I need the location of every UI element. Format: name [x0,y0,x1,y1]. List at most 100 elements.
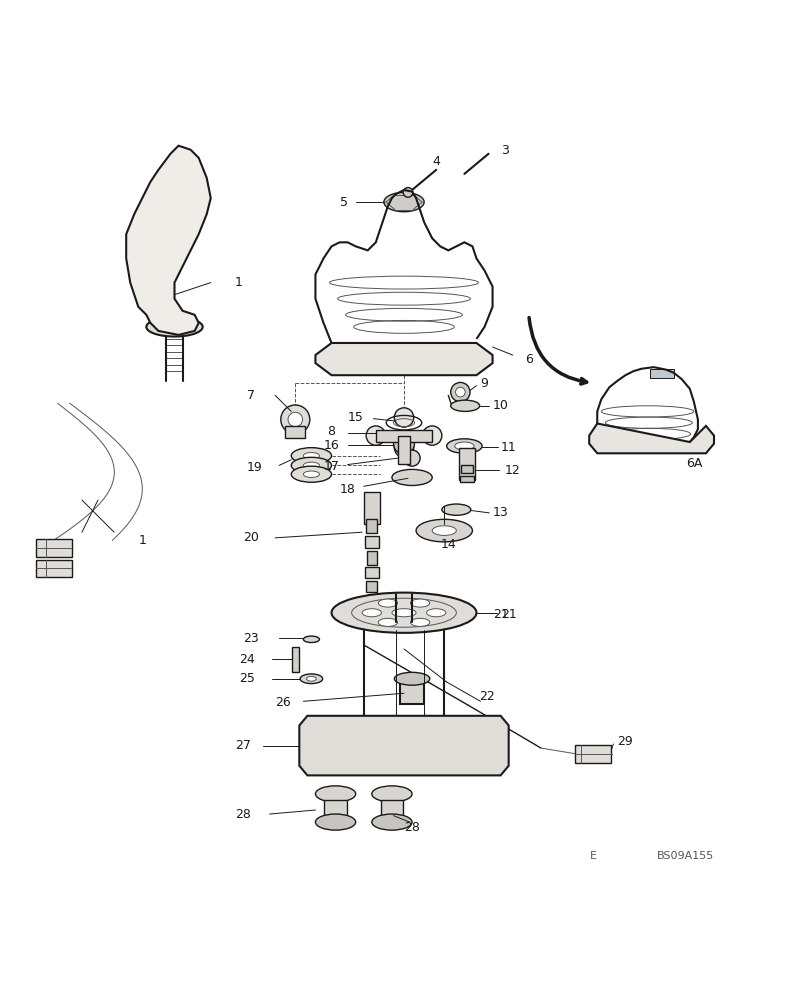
Circle shape [281,405,309,434]
Circle shape [600,440,611,452]
Text: 14: 14 [440,538,457,551]
Circle shape [394,408,414,427]
Bar [460,476,474,482]
Text: 20: 20 [243,531,259,544]
Polygon shape [299,716,509,775]
Bar [398,436,410,464]
Ellipse shape [384,192,424,212]
Text: 7: 7 [247,389,255,402]
Circle shape [288,412,302,427]
Text: 3: 3 [501,144,508,157]
Ellipse shape [455,442,474,450]
Circle shape [404,450,420,466]
Bar [169,214,188,238]
Text: 22: 22 [479,690,494,703]
Text: 12: 12 [505,464,520,477]
Bar [364,492,380,524]
Circle shape [333,361,346,374]
Ellipse shape [362,609,381,617]
Ellipse shape [392,609,416,617]
Ellipse shape [378,618,398,626]
Text: 4: 4 [432,155,440,168]
Ellipse shape [410,618,430,626]
Text: 17: 17 [323,460,339,473]
Bar [650,369,674,378]
Text: 21: 21 [493,608,508,621]
Ellipse shape [378,599,398,607]
Text: 25: 25 [239,672,255,685]
Bar [364,567,379,578]
Bar [575,745,612,763]
Ellipse shape [410,733,446,746]
Bar [461,465,473,473]
Ellipse shape [303,462,319,469]
Ellipse shape [331,593,477,633]
Circle shape [462,361,475,374]
Bar [376,430,432,442]
Text: 13: 13 [493,506,508,519]
Text: 21: 21 [501,608,516,621]
Polygon shape [315,343,493,375]
Ellipse shape [303,471,319,477]
Ellipse shape [291,457,331,473]
Bar [364,536,379,548]
Ellipse shape [410,744,446,757]
Ellipse shape [315,814,356,830]
Ellipse shape [303,452,319,459]
Ellipse shape [146,317,203,337]
Text: E: E [591,851,597,861]
Ellipse shape [291,448,331,464]
Ellipse shape [303,636,319,643]
Ellipse shape [322,738,357,751]
Bar [381,800,403,820]
Text: 29: 29 [617,735,633,748]
Text: 19: 19 [247,461,263,474]
Text: 1: 1 [138,534,146,547]
Text: 5: 5 [339,196,347,209]
Text: 9: 9 [481,377,489,390]
Circle shape [317,716,330,729]
Bar [36,560,72,577]
Ellipse shape [372,786,412,802]
Bar [324,800,347,820]
Ellipse shape [392,469,432,486]
Circle shape [333,345,346,357]
Text: 1: 1 [235,276,243,289]
Ellipse shape [442,504,471,515]
Circle shape [456,387,465,397]
Text: 28: 28 [235,808,251,821]
Text: 23: 23 [243,632,259,645]
Ellipse shape [447,439,482,453]
Ellipse shape [300,674,322,684]
Ellipse shape [362,744,398,757]
Circle shape [692,440,704,452]
Polygon shape [589,424,714,453]
Text: 6A: 6A [686,457,702,470]
Circle shape [400,440,408,448]
Circle shape [462,345,475,357]
Ellipse shape [427,609,446,617]
Circle shape [478,763,491,775]
Text: BS09A155: BS09A155 [657,851,714,861]
Bar [366,519,377,533]
Text: 15: 15 [347,411,364,424]
Ellipse shape [372,814,412,830]
Bar [400,680,424,704]
Text: 11: 11 [501,441,516,454]
Circle shape [403,188,413,197]
Ellipse shape [416,519,473,542]
Text: 24: 24 [239,653,255,666]
Ellipse shape [451,400,480,411]
Ellipse shape [291,466,331,482]
Text: 18: 18 [339,483,356,496]
Text: 26: 26 [276,696,291,709]
Circle shape [317,763,330,775]
Circle shape [478,716,491,729]
Ellipse shape [432,526,457,535]
Ellipse shape [410,599,430,607]
Ellipse shape [362,733,398,746]
Bar [459,448,475,480]
Ellipse shape [394,741,414,749]
Circle shape [393,433,415,454]
Circle shape [451,382,470,402]
